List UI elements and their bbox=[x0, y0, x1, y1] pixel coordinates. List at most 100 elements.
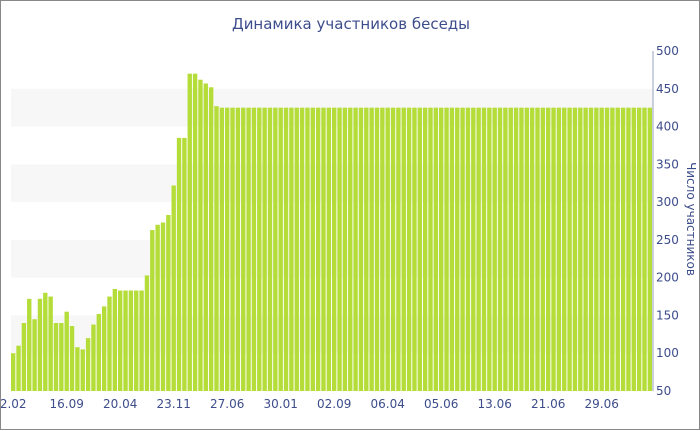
bar bbox=[583, 107, 588, 392]
bar bbox=[192, 73, 198, 392]
bar bbox=[620, 107, 626, 392]
bar bbox=[332, 107, 337, 392]
bar bbox=[636, 107, 642, 392]
bar bbox=[166, 214, 171, 391]
bar bbox=[182, 137, 187, 391]
bar bbox=[208, 87, 214, 392]
bar bbox=[75, 347, 80, 391]
y-tick-label: 150 bbox=[656, 308, 679, 322]
bar bbox=[80, 349, 85, 391]
bar bbox=[385, 107, 390, 392]
bar bbox=[348, 107, 353, 392]
bar bbox=[460, 107, 465, 392]
y-tick-label: 300 bbox=[656, 195, 679, 209]
y-tick-label: 500 bbox=[656, 44, 679, 58]
bar bbox=[262, 107, 267, 392]
bar bbox=[251, 107, 257, 392]
bar bbox=[107, 296, 112, 391]
bar bbox=[535, 107, 540, 392]
bar bbox=[412, 107, 417, 392]
bar bbox=[567, 107, 572, 392]
bar bbox=[444, 107, 449, 392]
bar bbox=[342, 107, 348, 392]
bar bbox=[503, 107, 508, 392]
bar bbox=[471, 107, 476, 392]
bar bbox=[241, 107, 246, 392]
bar bbox=[647, 107, 653, 392]
bar bbox=[112, 289, 118, 391]
bar bbox=[294, 107, 299, 392]
bar bbox=[401, 107, 406, 392]
bar bbox=[267, 107, 273, 392]
y-tick-label: 200 bbox=[656, 271, 679, 285]
bar bbox=[380, 107, 385, 392]
y-tick-label: 250 bbox=[656, 233, 679, 247]
bar bbox=[283, 107, 289, 392]
x-tick-label: 16.09 bbox=[50, 397, 84, 411]
bar bbox=[626, 107, 631, 392]
bar bbox=[546, 107, 551, 392]
bar bbox=[406, 107, 412, 392]
bar bbox=[32, 319, 37, 391]
x-tick-label: 27.06 bbox=[210, 397, 244, 411]
bar bbox=[428, 107, 433, 392]
bar bbox=[257, 107, 262, 392]
bar bbox=[225, 107, 230, 392]
chart-title: Динамика участников беседы bbox=[232, 15, 470, 33]
bar bbox=[27, 298, 32, 391]
bar bbox=[118, 290, 123, 391]
bar bbox=[150, 230, 155, 391]
bar bbox=[123, 290, 128, 391]
bar bbox=[492, 107, 497, 392]
bar bbox=[155, 224, 160, 391]
bar bbox=[85, 338, 91, 391]
x-tick-label: 20.04 bbox=[103, 397, 137, 411]
bar bbox=[64, 311, 69, 391]
bar bbox=[374, 107, 380, 392]
bar bbox=[353, 107, 358, 392]
bar bbox=[246, 107, 251, 392]
bar bbox=[578, 107, 583, 392]
bar bbox=[139, 290, 144, 391]
bar bbox=[91, 324, 96, 391]
bar bbox=[615, 107, 620, 392]
bar bbox=[610, 107, 615, 392]
bar bbox=[310, 107, 315, 392]
bar bbox=[176, 137, 182, 391]
x-tick-label: 29.06 bbox=[585, 397, 619, 411]
bar bbox=[305, 107, 310, 392]
bar bbox=[299, 107, 305, 392]
bar bbox=[230, 107, 235, 392]
x-tick-label: 23.11 bbox=[157, 397, 191, 411]
bar bbox=[21, 323, 27, 391]
bar bbox=[37, 298, 43, 391]
bar bbox=[599, 107, 604, 392]
bar bbox=[508, 107, 513, 392]
bar bbox=[289, 107, 294, 392]
bars bbox=[11, 73, 653, 392]
bar bbox=[203, 83, 208, 392]
bar bbox=[439, 107, 444, 392]
bar bbox=[101, 306, 107, 391]
bar bbox=[422, 107, 428, 392]
bar bbox=[369, 107, 374, 392]
bar bbox=[96, 313, 101, 391]
bar bbox=[594, 107, 599, 392]
bar bbox=[160, 222, 166, 391]
bar bbox=[572, 107, 578, 392]
bar bbox=[529, 107, 535, 392]
y-tick-label: 350 bbox=[656, 157, 679, 171]
bar bbox=[219, 107, 225, 392]
x-tick-label: 06.04 bbox=[371, 397, 405, 411]
bar bbox=[390, 107, 396, 392]
x-tick-label: 2.02 bbox=[1, 397, 27, 411]
bar bbox=[43, 292, 48, 391]
bar bbox=[144, 275, 150, 391]
bar bbox=[476, 107, 481, 392]
bar bbox=[16, 345, 21, 391]
bar bbox=[326, 107, 332, 392]
bar bbox=[513, 107, 519, 392]
bar bbox=[364, 107, 369, 392]
bar bbox=[273, 107, 278, 392]
bar bbox=[53, 323, 59, 391]
